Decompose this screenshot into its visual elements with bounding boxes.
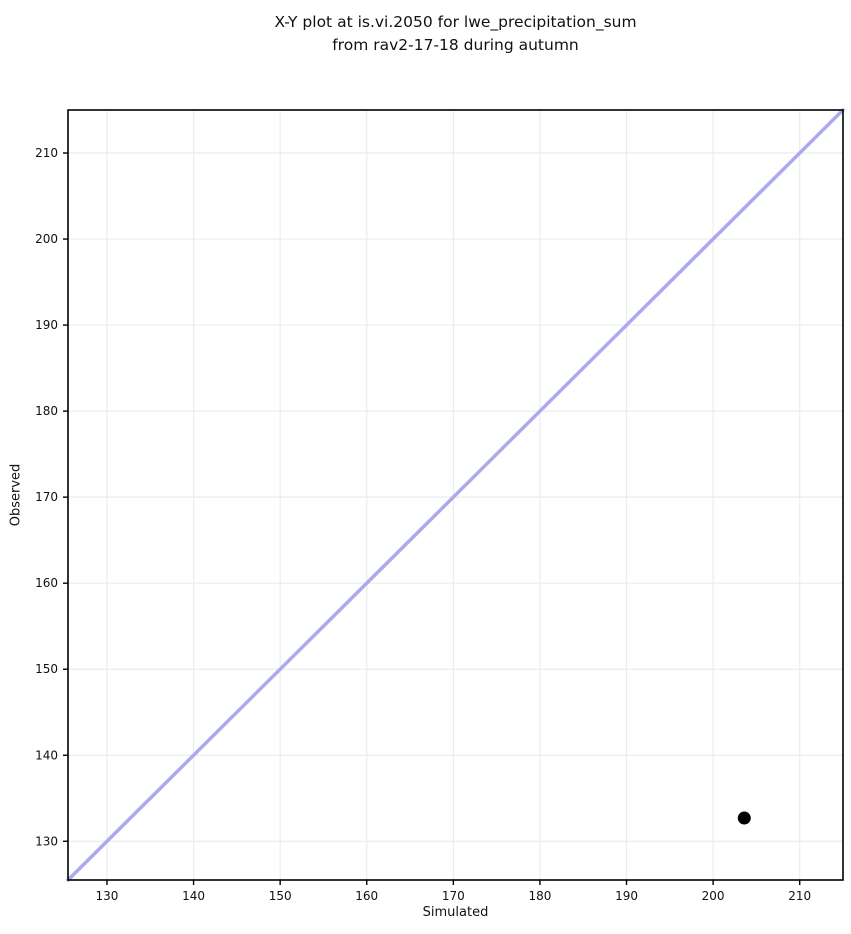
y-tick-label: 190: [35, 318, 58, 332]
y-tick-label: 130: [35, 834, 58, 848]
y-tick-label: 180: [35, 404, 58, 418]
plot-border: [67, 109, 844, 881]
x-axis-label: Simulated: [422, 905, 489, 920]
x-tick-label: 130: [96, 889, 119, 903]
identity-line: [66, 108, 845, 882]
x-tick-label: 160: [355, 889, 378, 903]
chart-title: X-Y plot at is.vi.2050 for lwe_precipita…: [68, 11, 843, 57]
x-tick-label: 140: [182, 889, 205, 903]
y-tick-label: 150: [35, 662, 58, 676]
chart-title-line-1: X-Y plot at is.vi.2050 for lwe_precipita…: [274, 13, 637, 31]
x-tick-label: 150: [269, 889, 292, 903]
y-tick-label: 140: [35, 748, 58, 762]
y-tick-label: 160: [35, 576, 58, 590]
y-tick-label: 200: [35, 232, 58, 246]
x-tick-label: 170: [442, 889, 465, 903]
chart-title-line-2: from rav2-17-18 during autumn: [332, 36, 579, 54]
y-tick-label: 210: [35, 146, 58, 160]
x-tick-label: 210: [788, 889, 811, 903]
y-axis-label: Observed: [8, 463, 24, 527]
x-tick-label: 180: [528, 889, 551, 903]
y-tick-label: 170: [35, 490, 58, 504]
data-point: [737, 811, 751, 825]
x-tick-label: 200: [702, 889, 725, 903]
x-tick-label: 190: [615, 889, 638, 903]
